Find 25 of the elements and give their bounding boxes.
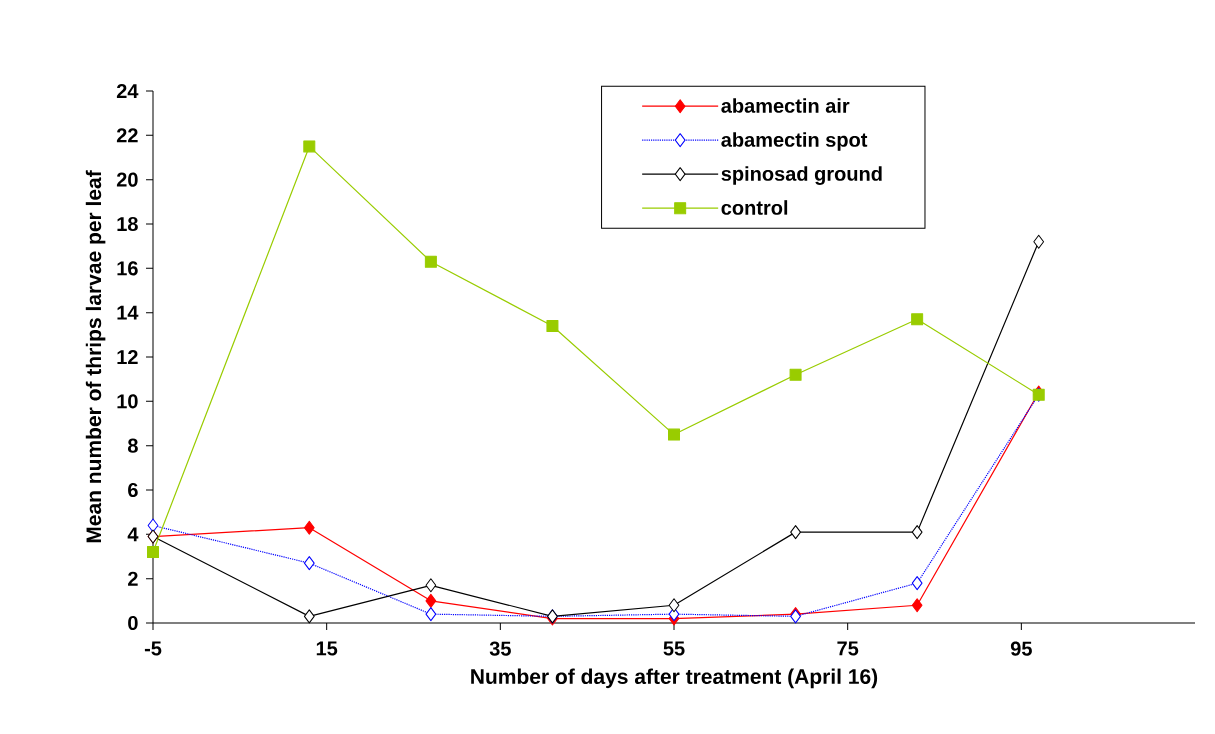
y-tick-label: 6 — [128, 482, 138, 498]
y-tick-label: 14 — [117, 305, 139, 320]
x-tick-label: -5 — [144, 641, 162, 656]
y-tick-label: 10 — [117, 394, 138, 409]
legend-label: abamectin air — [721, 98, 850, 113]
x-tick-label: 15 — [316, 641, 338, 656]
legend-label: abamectin spot — [721, 132, 868, 151]
x-axis-title: Number of days after treatment (April 16) — [471, 668, 878, 689]
y-tick-label: 2 — [128, 571, 138, 586]
y-tick-label: 22 — [116, 128, 138, 143]
x-tick-label: 75 — [837, 641, 859, 656]
y-axis-title: Mean number of thrips larvae per leaf — [85, 170, 106, 543]
y-tick-label: 24 — [116, 84, 139, 98]
y-tick-label: 4 — [127, 527, 139, 542]
x-tick-label: 55 — [663, 641, 685, 656]
y-tick-label: 20 — [116, 172, 138, 187]
y-tick-label: 12 — [117, 350, 138, 364]
y-tick-label: 18 — [117, 216, 138, 232]
x-tick-label: 95 — [1010, 641, 1032, 656]
legend-label: spinosad ground — [721, 166, 882, 185]
y-tick-label: 16 — [117, 261, 138, 276]
y-tick-label: 8 — [127, 438, 138, 453]
y-tick-label: 0 — [128, 615, 138, 631]
x-tick-label: 35 — [489, 641, 511, 656]
legend-label: control — [721, 200, 788, 215]
